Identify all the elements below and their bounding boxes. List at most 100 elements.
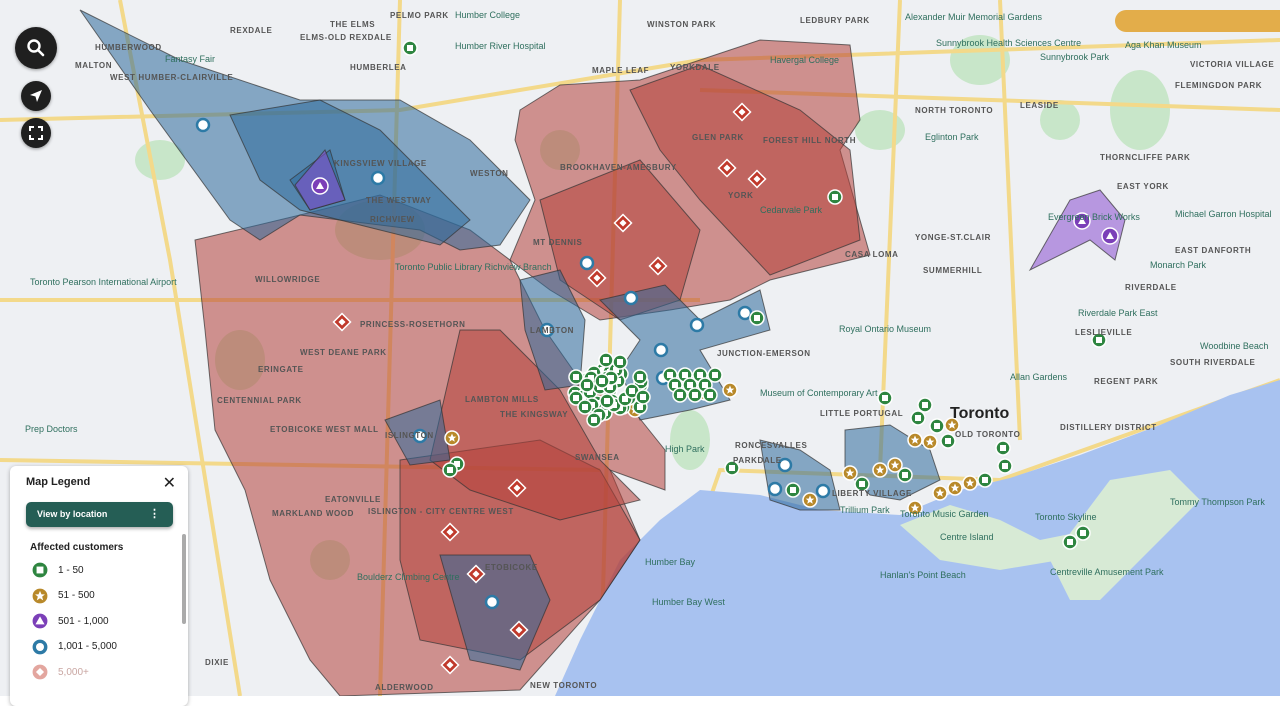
notification-banner[interactable] xyxy=(1115,10,1280,32)
place-label: REXDALE xyxy=(230,26,272,35)
outage-marker-star xyxy=(872,462,888,478)
place-label: LAMBTON xyxy=(530,326,574,335)
outage-marker-square xyxy=(1091,332,1107,348)
square-icon xyxy=(604,398,610,404)
legend-item-label: 1 - 50 xyxy=(58,564,84,576)
outage-marker-square xyxy=(568,390,584,406)
square-icon xyxy=(629,388,635,394)
diamond-center xyxy=(513,484,521,492)
square-icon xyxy=(582,404,588,410)
ring-icon xyxy=(689,317,705,333)
place-label: LEASIDE xyxy=(1020,101,1059,110)
place-label: WEST DEANE PARK xyxy=(300,348,387,357)
diamond-center xyxy=(738,108,746,116)
square-icon xyxy=(1080,530,1086,536)
place-label: VICTORIA VILLAGE xyxy=(1190,60,1274,69)
place-label: RIVERDALE xyxy=(1125,283,1177,292)
outage-area xyxy=(229,99,471,246)
outage-marker-square xyxy=(995,440,1011,456)
outage-marker-star xyxy=(887,457,903,473)
more-options-icon[interactable]: ⋮ xyxy=(149,508,160,520)
outage-marker-square xyxy=(1075,525,1091,541)
place-label: PRINCESS-ROSETHORN xyxy=(360,320,465,329)
ring-icon xyxy=(653,342,669,358)
place-label: LESLIEVILLE xyxy=(1075,328,1132,337)
square-icon xyxy=(915,415,921,421)
diamond-center xyxy=(619,219,627,227)
fullscreen-button[interactable] xyxy=(21,118,51,148)
place-label: SOUTH RIVERDALE xyxy=(1170,358,1256,367)
place-label: LITTLE PORTUGAL xyxy=(820,409,903,418)
square-icon xyxy=(672,382,678,388)
place-label: FLEMINGDON PARK xyxy=(1175,81,1262,90)
place-label: Toronto xyxy=(950,405,1009,422)
square-icon xyxy=(982,477,988,483)
square-icon xyxy=(692,392,698,398)
park xyxy=(950,35,1010,85)
square-icon xyxy=(637,404,643,410)
triangle-icon xyxy=(1106,232,1114,239)
outage-marker-diamond xyxy=(332,312,352,332)
outage-marker-square xyxy=(917,397,933,413)
star-icon xyxy=(890,460,900,469)
outage-marker-star xyxy=(842,465,858,481)
my-location-button[interactable] xyxy=(21,81,51,111)
fullscreen-icon xyxy=(29,126,43,140)
outage-marker-star xyxy=(444,430,460,446)
star-icon xyxy=(910,435,920,444)
outage-marker-star xyxy=(907,500,923,516)
diamond-center xyxy=(593,274,601,282)
place-label: HUMBERLEA xyxy=(350,63,407,72)
square-icon xyxy=(447,467,453,473)
outage-area xyxy=(629,64,861,276)
place-label: Michael Garron Hospital xyxy=(1175,209,1272,219)
place-label: YORKDALE xyxy=(670,63,720,72)
place-label: MT DENNIS xyxy=(533,238,582,247)
outage-marker-circle xyxy=(815,483,831,499)
place-label: GLEN PARK xyxy=(692,133,744,142)
place-label: Humber Bay xyxy=(645,557,696,567)
star-icon xyxy=(950,483,960,492)
place-label: LAMBTON MILLS xyxy=(465,395,539,404)
place-label: JUNCTION-EMERSON xyxy=(717,349,811,358)
outage-marker-square xyxy=(929,418,945,434)
place-label: Monarch Park xyxy=(1150,260,1207,270)
place-label: Centreville Amusement Park xyxy=(1050,567,1164,577)
outage-marker-square xyxy=(632,369,648,385)
toronto-islands xyxy=(900,505,1090,570)
outage-marker-diamond xyxy=(466,564,486,584)
outage-marker-star xyxy=(922,434,938,450)
diamond-center xyxy=(654,262,662,270)
outage-marker-square xyxy=(577,399,593,415)
place-label: Havergal College xyxy=(770,55,839,65)
place-label: Hanlan's Point Beach xyxy=(880,570,966,580)
view-by-location-button[interactable]: View by location ⋮ xyxy=(26,502,173,527)
place-label: Centre Island xyxy=(940,532,994,542)
place-label: THE KINGSWAY xyxy=(500,410,568,419)
square-icon xyxy=(591,417,597,423)
place-label: OLD TORONTO xyxy=(955,430,1020,439)
outage-marker-triangle xyxy=(1073,212,1091,230)
place-label: NORTH TORONTO xyxy=(915,106,993,115)
place-label: Fantasy Fair xyxy=(165,54,215,64)
legend-scrollbar[interactable] xyxy=(182,534,186,624)
place-label: HUMBERWOOD xyxy=(95,43,162,52)
outage-marker-circle xyxy=(412,428,428,444)
square-icon xyxy=(640,394,646,400)
outage-marker-square xyxy=(594,373,610,389)
legend-item-square: 1 - 50 xyxy=(32,562,84,578)
legend-item-star: 51 - 500 xyxy=(32,588,95,604)
outage-marker-diamond xyxy=(507,478,527,498)
close-icon[interactable]: ✕ xyxy=(162,475,176,492)
outage-marker-circle xyxy=(767,481,783,497)
search-button[interactable] xyxy=(15,27,57,69)
square-icon xyxy=(707,392,713,398)
legend-item-circle: 1,001 - 5,000 xyxy=(32,639,117,655)
outage-marker-square xyxy=(910,410,926,426)
square-icon xyxy=(1067,539,1073,545)
outage-marker-circle xyxy=(653,342,669,358)
outage-marker-square xyxy=(1062,534,1078,550)
star-icon xyxy=(935,488,945,497)
